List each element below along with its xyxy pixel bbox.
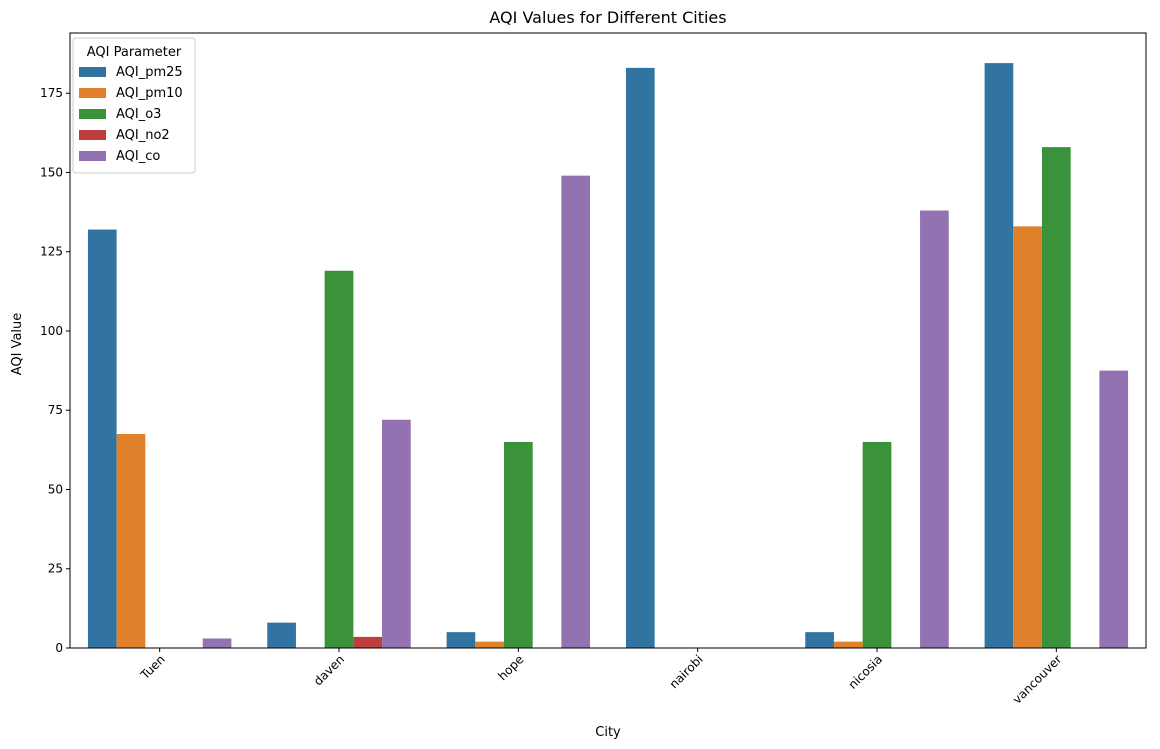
x-tick-label: vancouver: [1010, 652, 1065, 707]
legend: AQI Parameter AQI_pm25 AQI_pm10 AQI_o3 AQI_…: [72, 37, 196, 174]
axes: 0 25 50 75 100 125 150 175 Tuen daven hope nairobi n…: [40, 32, 1147, 707]
bar-AQI_pm10-Tuen: [116, 434, 146, 648]
x-tick-label: hope: [495, 652, 526, 683]
bar-AQI_pm10-nicosia: [833, 641, 863, 648]
y-tick-label: 150: [40, 165, 63, 179]
y-tick-label: 100: [40, 324, 63, 338]
bar-AQI_no2-daven: [353, 636, 383, 648]
bar-AQI_co-vancouver: [1099, 370, 1129, 648]
bar-AQI_co-hope: [561, 175, 591, 648]
legend-label-AQI_co: AQI_co: [116, 149, 160, 164]
legend-label-AQI_pm10: AQI_pm10: [116, 86, 183, 101]
legend-title: AQI Parameter: [87, 45, 182, 60]
legend-label-AQI_o3: AQI_o3: [116, 107, 161, 122]
bar-AQI_co-Tuen: [202, 638, 232, 648]
bars: [87, 63, 1129, 649]
y-tick-label: 0: [55, 641, 63, 655]
x-tick-label: daven: [311, 652, 347, 688]
legend-label-AQI_pm25: AQI_pm25: [116, 65, 183, 80]
bar-AQI_pm25-hope: [446, 632, 476, 648]
legend-swatch-AQI_o3: [79, 109, 106, 119]
legend-label-AQI_no2: AQI_no2: [116, 128, 170, 143]
bar-AQI_pm25-nicosia: [805, 632, 834, 648]
bar-AQI_o3-nicosia: [862, 441, 892, 648]
legend-swatch-AQI_pm25: [79, 67, 106, 77]
bar-AQI_o3-daven: [324, 270, 354, 648]
x-tick-label: nairobi: [667, 652, 706, 691]
x-tick-label: nicosia: [846, 652, 885, 691]
y-axis-label: AQI Value: [10, 313, 25, 376]
legend-swatch-AQI_co: [79, 151, 106, 161]
bar-AQI_pm25-daven: [267, 622, 296, 648]
bar-AQI_pm25-nairobi: [625, 67, 655, 648]
bar-AQI_pm25-Tuen: [87, 229, 117, 648]
bar-AQI_co-daven: [382, 419, 411, 648]
chart-title: AQI Values for Different Cities: [489, 8, 726, 27]
axes-frame: [69, 32, 1147, 649]
y-tick-label: 50: [48, 482, 63, 496]
legend-swatch-AQI_no2: [79, 130, 106, 140]
y-tick-label: 125: [40, 245, 63, 259]
bar-AQI_pm10-vancouver: [1013, 226, 1042, 648]
y-tick-label: 25: [48, 562, 63, 576]
bar-AQI_co-nicosia: [920, 210, 949, 649]
bar-AQI_pm25-vancouver: [984, 63, 1014, 649]
x-axis-label: City: [595, 725, 621, 740]
x-tick-label: Tuen: [137, 652, 167, 682]
y-tick-label: 75: [48, 403, 63, 417]
bar-AQI_pm10-hope: [475, 641, 504, 648]
bar-AQI_o3-hope: [503, 441, 533, 648]
legend-swatch-AQI_pm10: [79, 88, 106, 98]
bar-AQI_o3-vancouver: [1041, 147, 1071, 648]
y-tick-label: 175: [40, 86, 63, 100]
